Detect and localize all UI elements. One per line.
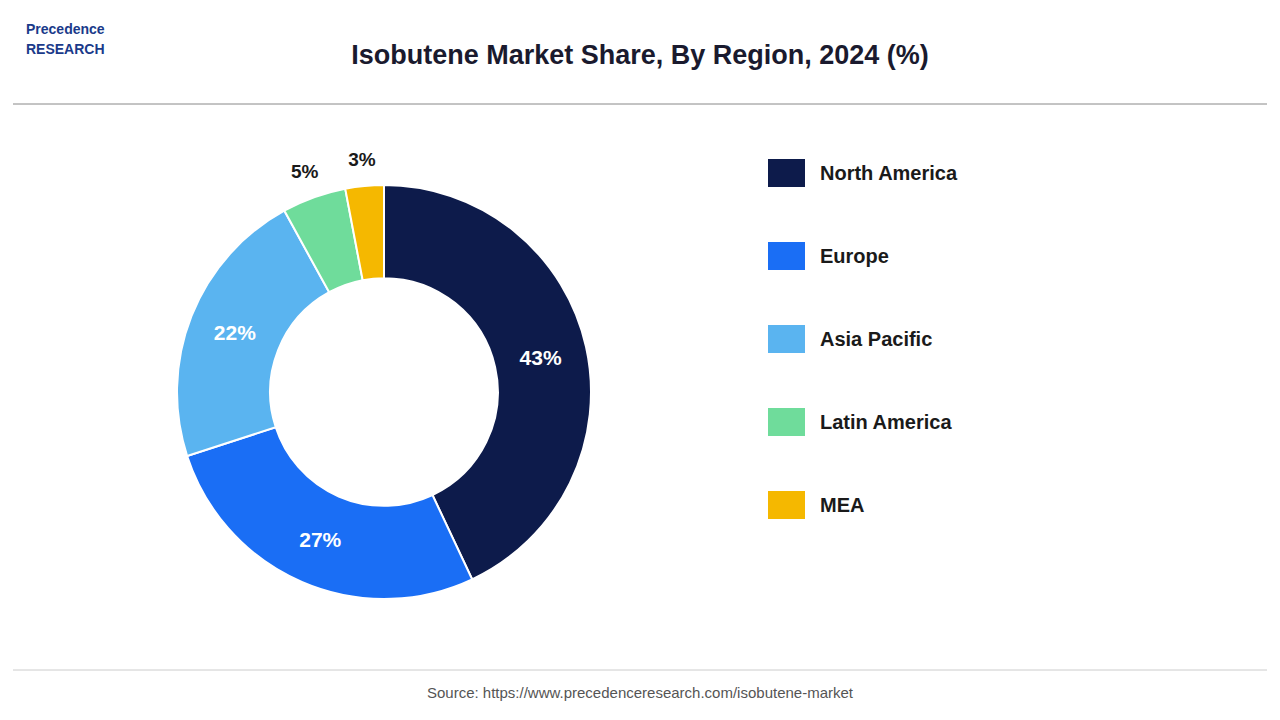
background	[0, 0, 1280, 720]
slice	[187, 427, 472, 599]
slices	[177, 185, 591, 599]
logo: Precedence RESEARCH	[26, 21, 105, 57]
data-label: 3%	[348, 149, 376, 170]
data-label: 27%	[299, 528, 341, 551]
separator	[13, 670, 1267, 671]
logo-line: RESEARCH	[26, 41, 105, 57]
legend-label: North America	[820, 162, 958, 184]
legend-swatch	[768, 491, 805, 519]
legend-label: Latin America	[820, 411, 952, 433]
legend-swatch	[768, 159, 805, 187]
separator	[13, 104, 1267, 105]
data-label: 22%	[214, 321, 256, 344]
legend-label: Europe	[820, 245, 889, 267]
source: Source: https://www.precedenceresearch.c…	[427, 684, 854, 701]
legend-label: Asia Pacific	[820, 328, 932, 350]
legend-swatch	[768, 408, 805, 436]
data-label: 43%	[520, 346, 562, 369]
legend-swatch	[768, 325, 805, 353]
legend-label: MEA	[820, 494, 864, 516]
logo-line: Precedence	[26, 21, 105, 37]
legend-swatch	[768, 242, 805, 270]
data-label: 5%	[291, 161, 319, 182]
legend: North America Europe Asia Pacific Latin Ame…	[768, 159, 958, 519]
title: Isobutene Market Share, By Region, 2024 …	[351, 40, 929, 70]
data-labels: 43% 27% 22% 5% 3%	[214, 149, 562, 551]
chart: Precedence RESEARCH Isobutene Market Share…	[0, 0, 1280, 720]
slice	[345, 185, 384, 280]
